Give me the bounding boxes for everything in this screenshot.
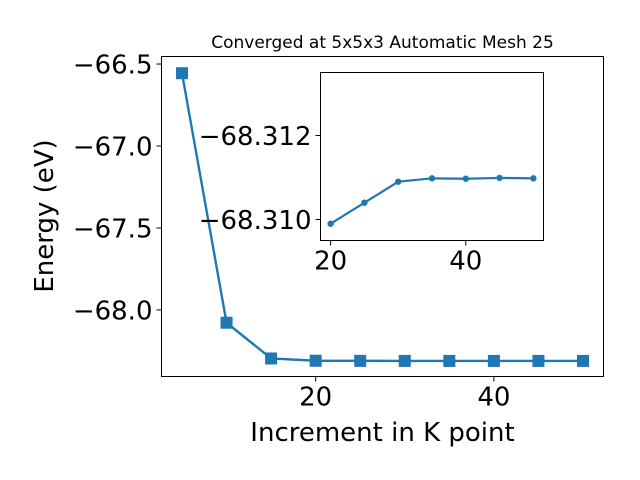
- inset-x-ticks: 20 40: [314, 240, 482, 276]
- inset-y-tick-label-2: −68.310: [199, 206, 312, 236]
- inset-y-ticks: −68.312 −68.310: [199, 122, 321, 236]
- inset-x-tick-label-1: 20: [314, 246, 347, 276]
- main-y-tick-label-3: −67.5: [73, 214, 153, 244]
- inset-plot-frame: [320, 72, 544, 241]
- inset-data-point-4: [428, 175, 436, 182]
- main-plot-frame: [161, 56, 604, 377]
- inset-x-tick-label-2: 40: [449, 246, 482, 276]
- main-y-tick-label-1: −66.5: [73, 50, 153, 80]
- inset-data-point-2: [361, 199, 368, 206]
- main-plot: Converged at 5x5x3 Automatic Mesh 25 20 4…: [30, 33, 604, 448]
- main-data-point-8: [487, 354, 500, 367]
- main-y-axis-label: Energy (eV): [30, 139, 60, 292]
- main-series-line: [180, 72, 585, 363]
- inset-data-point-6: [496, 174, 503, 182]
- main-data-point-9: [532, 354, 545, 367]
- inset-data-point-7: [530, 175, 537, 182]
- main-y-ticks: −66.5 −67.0 −67.5 −68.0: [73, 50, 162, 326]
- main-data-point-5: [354, 354, 367, 367]
- main-x-ticks: 20 40: [299, 376, 510, 412]
- inset-data-point-3: [395, 178, 402, 185]
- main-chart-title: Converged at 5x5x3 Automatic Mesh 25: [211, 33, 554, 53]
- inset-data-point-1: [327, 220, 334, 227]
- main-x-tick-label-2: 40: [477, 382, 510, 412]
- main-data-point-6: [398, 354, 411, 367]
- inset-plot: 20 40 −68.312−68.310: [199, 72, 544, 276]
- inset-series: [327, 174, 537, 227]
- main-data-point-7: [443, 354, 456, 367]
- main-data-point-1: [175, 67, 188, 80]
- main-data-point-10: [577, 354, 590, 367]
- main-series: [175, 67, 590, 367]
- inset-y-tick-label-1: −68.312: [199, 122, 312, 152]
- main-data-point-2: [220, 316, 233, 329]
- inset-series-line: [329, 176, 535, 225]
- main-y-tick-label-4: −68.0: [73, 296, 153, 326]
- main-data-point-4: [309, 354, 322, 367]
- main-y-tick-label-2: −67.0: [73, 132, 153, 162]
- main-x-tick-label-1: 20: [299, 382, 332, 412]
- main-x-axis-label: Increment in K point: [250, 418, 514, 448]
- inset-data-point-5: [462, 175, 469, 182]
- main-data-point-3: [265, 352, 278, 365]
